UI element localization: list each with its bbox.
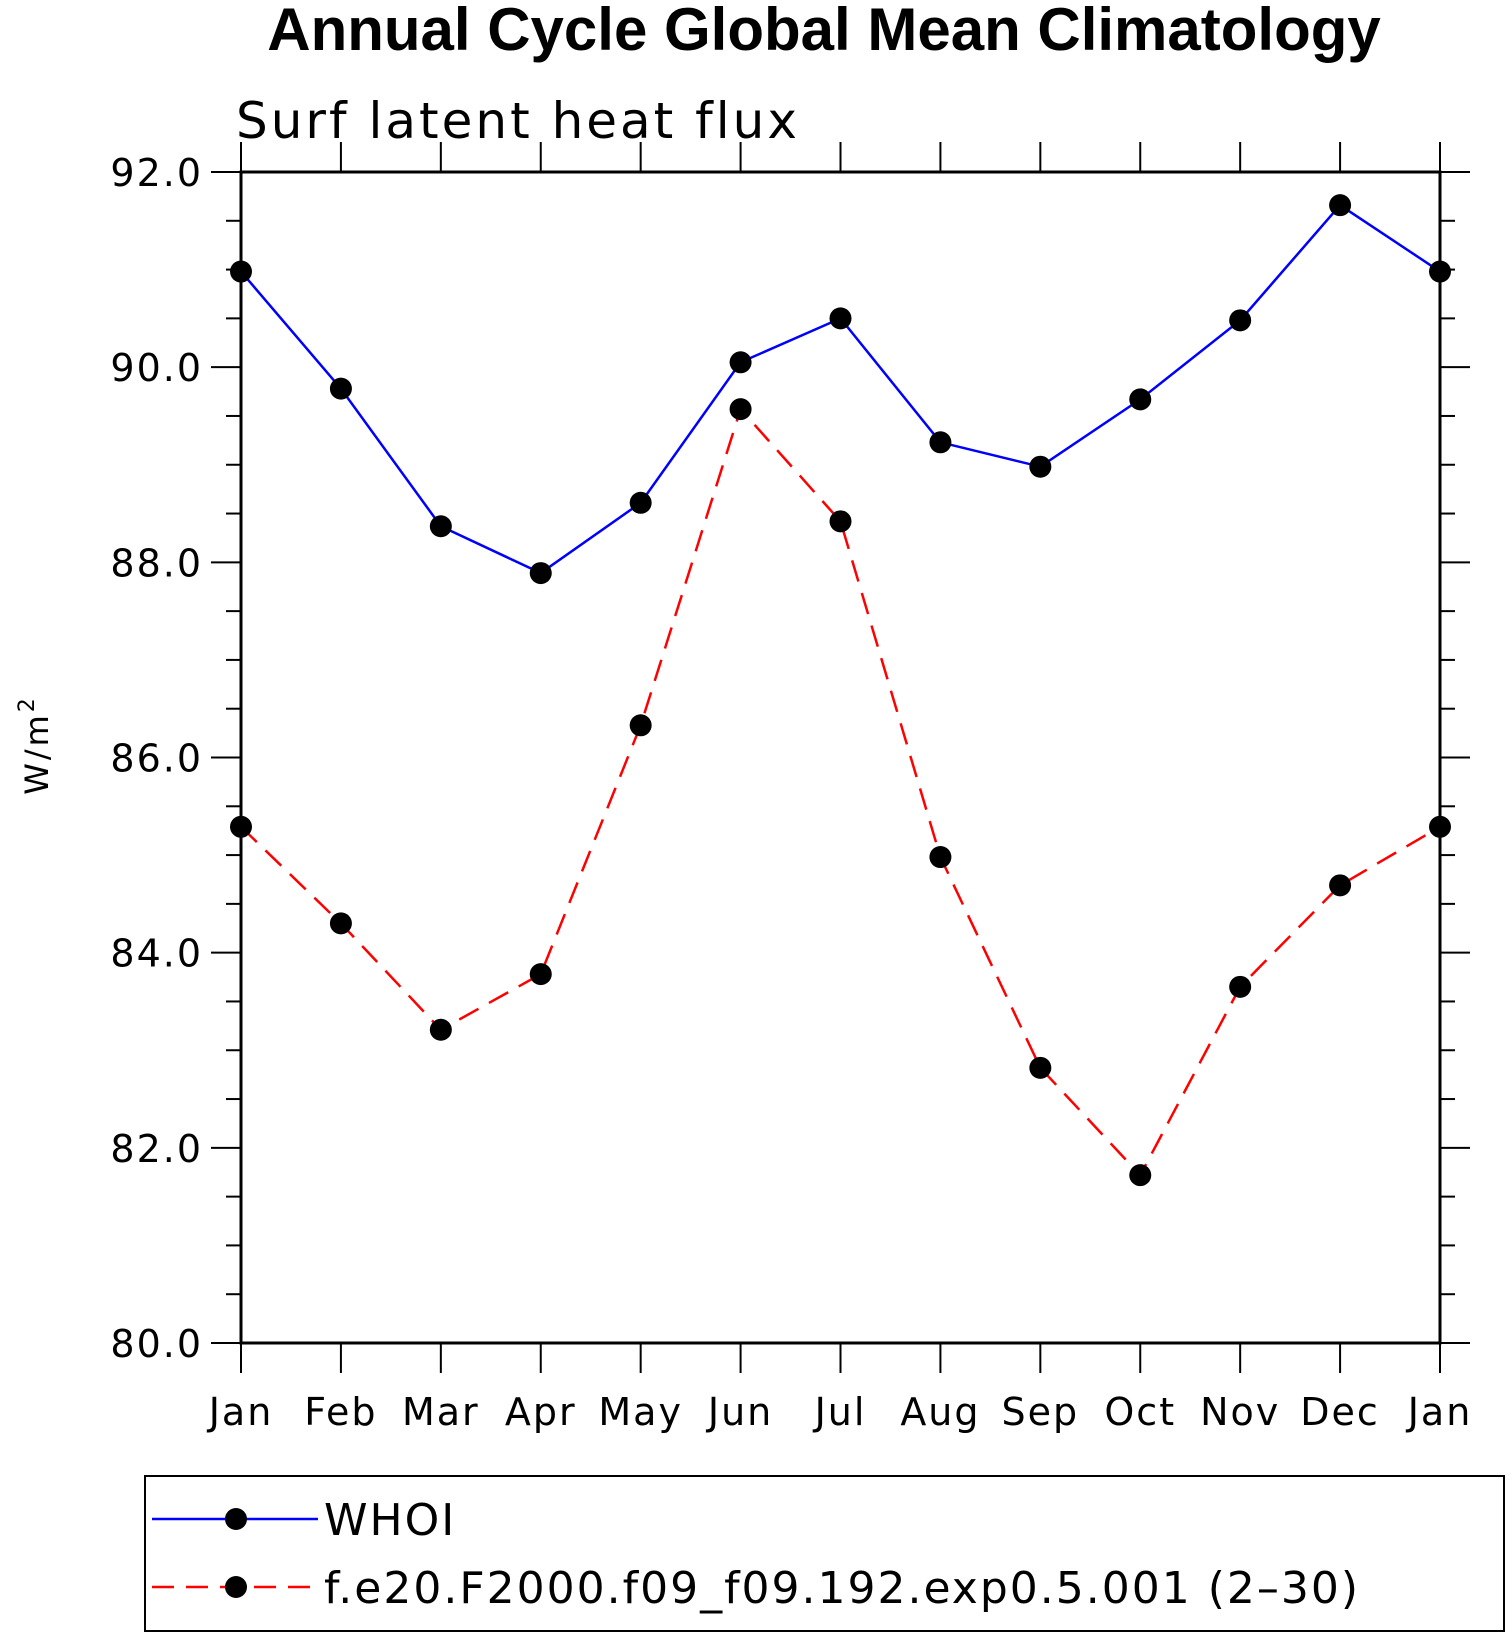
y-tick-label: 88.0 bbox=[110, 541, 203, 585]
legend-marker-1 bbox=[225, 1576, 247, 1598]
data-point-series-0 bbox=[1229, 309, 1252, 332]
legend-box bbox=[144, 1475, 1505, 1632]
y-tick-label: 84.0 bbox=[110, 932, 203, 976]
y-tick-label: 92.0 bbox=[110, 151, 203, 195]
data-point-series-1 bbox=[729, 398, 752, 421]
data-point-series-0 bbox=[629, 491, 652, 514]
x-tick-label: Jul bbox=[813, 1390, 867, 1434]
chart-title: Annual Cycle Global Mean Climatology bbox=[267, 0, 1381, 63]
y-tick-label: 80.0 bbox=[110, 1322, 203, 1366]
data-point-series-0 bbox=[1129, 388, 1152, 411]
legend-entries: WHOI f.e20.F2000.f09_f09.192.exp0.5.001 (… bbox=[152, 1495, 1360, 1614]
data-point-series-1 bbox=[1129, 1164, 1152, 1187]
data-point-series-1 bbox=[230, 815, 252, 838]
legend-label-0: WHOI bbox=[324, 1495, 456, 1546]
data-point-series-0 bbox=[429, 515, 452, 538]
y-axis-label-superscript: 2 bbox=[15, 695, 40, 712]
legend-marker-0 bbox=[225, 1508, 247, 1530]
data-point-series-0 bbox=[929, 431, 952, 454]
x-tick-label: Nov bbox=[1200, 1390, 1280, 1434]
data-point-series-0 bbox=[1029, 455, 1052, 478]
y-tick-label: 86.0 bbox=[110, 737, 203, 781]
y-axis-label: W/m2 bbox=[15, 695, 56, 795]
x-tick-label: Sep bbox=[1002, 1390, 1080, 1434]
data-point-series-1 bbox=[629, 714, 652, 737]
data-point-series-0 bbox=[729, 351, 752, 374]
x-tick-label: Oct bbox=[1104, 1390, 1176, 1434]
x-tick-label: Dec bbox=[1300, 1390, 1380, 1434]
plot-frame bbox=[239, 170, 1442, 1345]
data-point-series-0 bbox=[329, 377, 352, 400]
series-layer bbox=[230, 194, 1451, 1187]
legend: WHOI f.e20.F2000.f09_f09.192.exp0.5.001 (… bbox=[144, 1475, 1505, 1632]
x-tick-label: Jun bbox=[706, 1390, 773, 1434]
data-point-series-0 bbox=[230, 260, 252, 283]
data-point-series-1 bbox=[429, 1018, 452, 1041]
x-tick-label: Aug bbox=[900, 1390, 980, 1434]
data-point-series-1 bbox=[929, 846, 952, 869]
x-tick-label: Mar bbox=[402, 1390, 480, 1434]
data-point-series-1 bbox=[829, 510, 852, 533]
x-tick-label: May bbox=[598, 1390, 683, 1434]
data-point-series-1 bbox=[1429, 815, 1451, 838]
data-point-series-1 bbox=[1029, 1056, 1052, 1079]
y-tick-label: 82.0 bbox=[110, 1127, 203, 1171]
plot-axes bbox=[211, 142, 1470, 1373]
x-tick-label: Feb bbox=[304, 1390, 377, 1434]
x-tick-label: Apr bbox=[505, 1390, 577, 1434]
x-tick-label: Jan bbox=[207, 1390, 274, 1434]
y-tick-labels: 80.0 82.0 84.0 86.0 88.0 90.0 92.0 bbox=[110, 151, 203, 1366]
data-point-series-1 bbox=[329, 912, 352, 935]
data-point-series-0 bbox=[1329, 194, 1352, 217]
legend-label-1: f.e20.F2000.f09_f09.192.exp0.5.001 (2–30… bbox=[324, 1563, 1360, 1614]
data-point-series-0 bbox=[529, 562, 552, 585]
data-point-series-1 bbox=[1329, 874, 1352, 897]
data-point-series-0 bbox=[829, 307, 852, 330]
data-point-series-1 bbox=[1229, 975, 1252, 998]
x-tick-label: Jan bbox=[1406, 1390, 1473, 1434]
y-tick-label: 90.0 bbox=[110, 346, 203, 390]
chart-subtitle: Surf latent heat flux bbox=[236, 92, 800, 150]
y-axis-label-text: W/m bbox=[18, 712, 56, 795]
data-point-series-1 bbox=[529, 963, 552, 986]
x-tick-labels: Jan Feb Mar Apr May Jun Jul Aug Sep Oct Nov Dec Jan bbox=[207, 1390, 1473, 1434]
data-point-series-0 bbox=[1429, 260, 1451, 283]
